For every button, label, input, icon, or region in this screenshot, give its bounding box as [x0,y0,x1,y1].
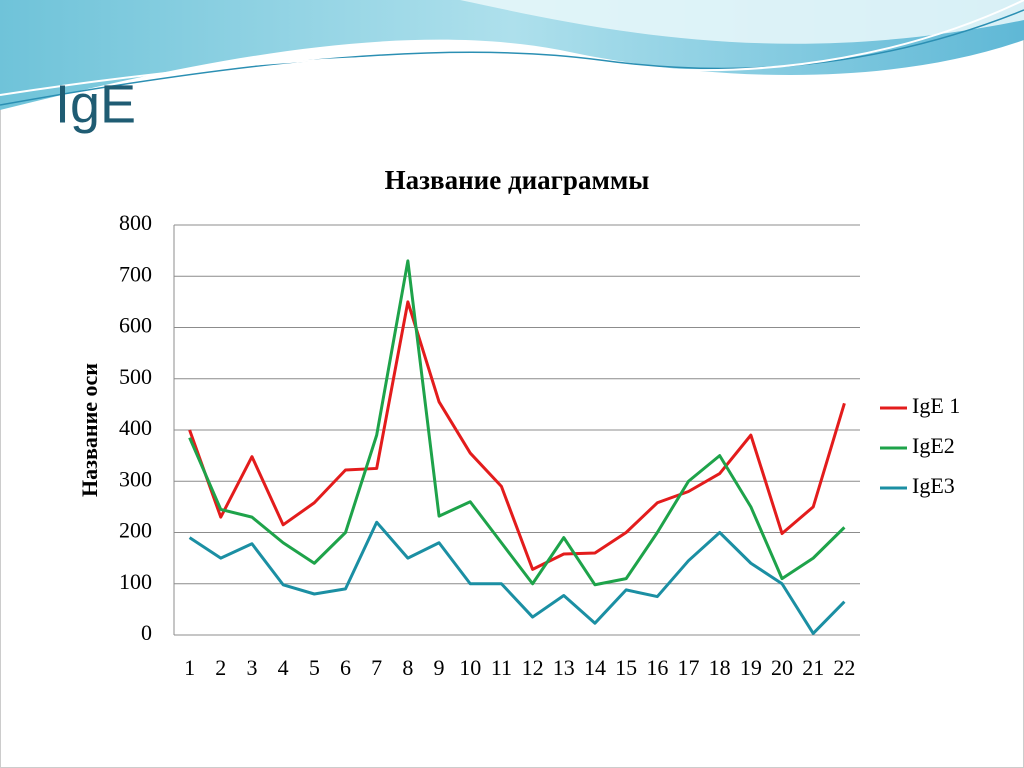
x-tick-label: 6 [340,655,351,680]
y-axis-label: Название оси [77,363,102,497]
x-tick-label: 17 [678,655,700,680]
x-tick-label: 15 [615,655,637,680]
y-tick-label: 100 [119,569,152,594]
x-tick-label: 7 [371,655,382,680]
legend-label: IgE2 [912,433,955,458]
x-tick-label: 13 [553,655,575,680]
series-line [188,259,846,587]
x-tick-label: 10 [459,655,481,680]
y-tick-label: 700 [119,261,152,286]
legend-label: IgE3 [912,473,955,498]
x-tick-label: 5 [309,655,320,680]
x-tick-label: 3 [246,655,257,680]
wave-line [0,9,1024,106]
y-tick-label: 300 [119,466,152,491]
wave-line [0,0,1024,96]
x-tick-label: 22 [833,655,855,680]
x-tick-label: 14 [584,655,606,680]
x-tick-label: 20 [771,655,793,680]
x-tick-label: 21 [802,655,824,680]
y-tick-label: 400 [119,415,152,440]
x-tick-label: 8 [402,655,413,680]
chart-title: Название диаграммы [385,165,650,195]
y-tick-label: 600 [119,313,152,338]
y-tick-label: 500 [119,364,152,389]
series-line [188,520,846,635]
y-tick-label: 0 [141,620,152,645]
header-wave-light [460,0,1024,44]
x-tick-label: 11 [491,655,512,680]
x-tick-label: 9 [434,655,445,680]
legend-label: IgE 1 [912,393,960,418]
x-tick-label: 4 [278,655,289,680]
x-tick-label: 19 [740,655,762,680]
x-tick-label: 18 [709,655,731,680]
series-line [188,300,846,571]
x-tick-label: 1 [184,655,195,680]
x-tick-label: 12 [522,655,544,680]
slide-title: IgE [55,74,136,134]
y-tick-label: 800 [119,210,152,235]
x-tick-label: 2 [215,655,226,680]
x-tick-label: 16 [646,655,668,680]
y-tick-label: 200 [119,518,152,543]
